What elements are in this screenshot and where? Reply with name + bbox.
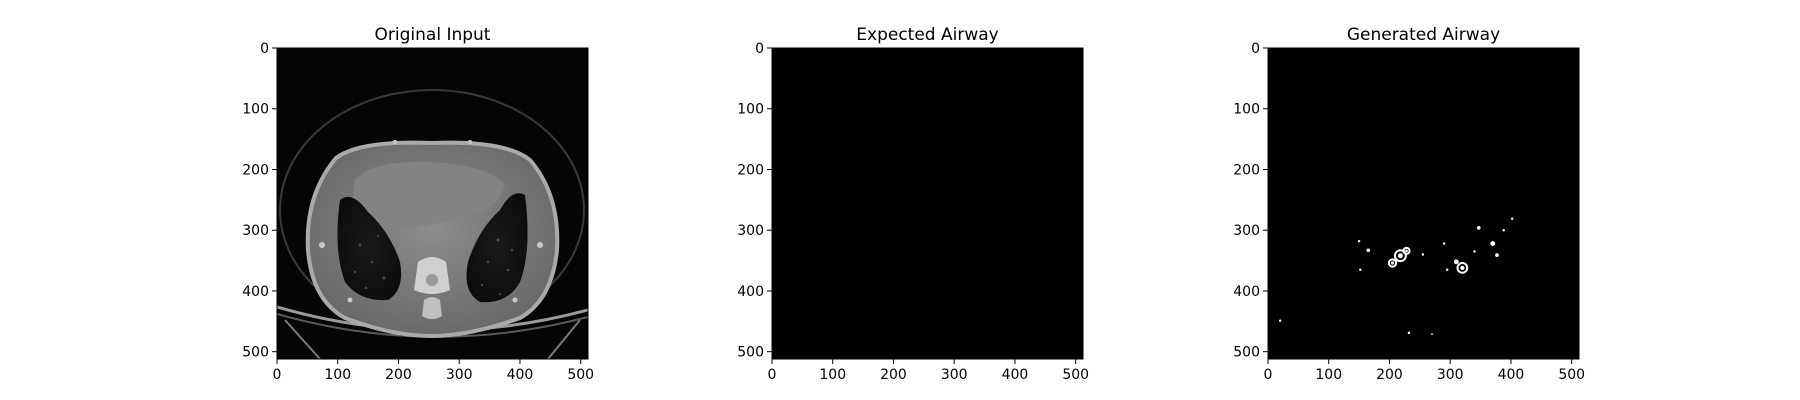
airway-blob	[1357, 239, 1361, 243]
y-tick-label: 100	[737, 102, 764, 118]
y-tick-label: 100	[242, 102, 269, 118]
airway-blob-core	[1405, 249, 1408, 253]
panel-expected-airway: Expected Airway 0 100 200 300 400 50001002003…	[737, 25, 1089, 383]
empty-mask-image	[771, 47, 1084, 360]
x-tick-label: 100	[324, 367, 351, 383]
x-tick-label: 500	[1558, 367, 1585, 383]
airway-blob	[1442, 242, 1446, 245]
x-tick-label: 300	[446, 367, 473, 383]
airway-blobs	[1278, 217, 1514, 335]
x-tick-label: 0	[1264, 367, 1273, 383]
x-tick-label: 200	[1376, 367, 1403, 383]
airway-blob-core	[1460, 265, 1465, 271]
airway-blob	[1495, 253, 1499, 257]
y-tick-label: 300	[737, 223, 764, 239]
y-tick-label: 200	[737, 162, 764, 178]
x-tick-label: 300	[941, 367, 968, 383]
panel-original-input: Original Input	[242, 25, 594, 383]
airway-blob	[1407, 331, 1411, 335]
y-tick-label: 300	[242, 223, 269, 239]
x-tick-label: 200	[880, 367, 907, 383]
airway-blob	[1393, 249, 1407, 263]
x-tick-label: 0	[768, 367, 777, 383]
airway-blob	[1402, 246, 1411, 255]
airway-blob	[1453, 259, 1459, 265]
x-tick-label: 400	[507, 367, 534, 383]
y-tick-label: 400	[1233, 284, 1260, 300]
x-tick-label: 100	[1315, 367, 1342, 383]
y-tick-label: 400	[242, 284, 269, 300]
y-tick-label: 400	[737, 284, 764, 300]
x-tick-label: 400	[1498, 367, 1525, 383]
y-tick-label: 500	[737, 345, 764, 361]
airway-blob	[1387, 258, 1398, 268]
y-tick-label: 200	[1233, 162, 1260, 178]
y-tick-label: 0	[755, 41, 764, 57]
airway-blob	[1359, 268, 1362, 271]
x-tick-label: 300	[1437, 367, 1464, 383]
airway-blob	[1510, 217, 1514, 220]
airway-blob	[1456, 262, 1469, 274]
y-tick-label: 500	[1233, 345, 1260, 361]
y-tick-label: 300	[1233, 223, 1260, 239]
x-tick-label: 400	[1002, 367, 1029, 383]
airway-blob	[1490, 241, 1496, 247]
panel-generated-airway: Generated Airway 0 100 200 300 400 5000100200…	[1233, 25, 1585, 383]
y-tick-label: 100	[1233, 102, 1260, 118]
x-tick-label: 500	[567, 367, 594, 383]
airway-blob	[1502, 229, 1505, 232]
airway-blob-core	[1390, 261, 1395, 265]
y-tick-label: 0	[1251, 41, 1260, 57]
airway-blob	[1366, 248, 1371, 253]
x-tick-label: 500	[1062, 367, 1089, 383]
y-tick-label: 200	[242, 162, 269, 178]
panel-title: Original Input	[375, 25, 491, 45]
x-tick-label: 0	[273, 367, 282, 383]
airway-blob	[1473, 250, 1476, 253]
airway-blob	[1421, 253, 1425, 256]
airway-blob-core	[1397, 253, 1403, 259]
airway-blob	[1476, 225, 1481, 230]
y-tick-label: 0	[260, 41, 269, 57]
x-tick-label: 100	[819, 367, 846, 383]
airway-blob	[1445, 268, 1449, 271]
panel-title: Generated Airway	[1347, 25, 1500, 45]
ct-scan-image	[277, 48, 588, 359]
panel-title: Expected Airway	[856, 25, 998, 45]
airway-blob	[1278, 319, 1282, 322]
y-tick-label: 500	[242, 345, 269, 361]
x-tick-label: 200	[385, 367, 412, 383]
airway-mask-image	[1267, 47, 1580, 360]
airway-blob	[1431, 333, 1433, 335]
